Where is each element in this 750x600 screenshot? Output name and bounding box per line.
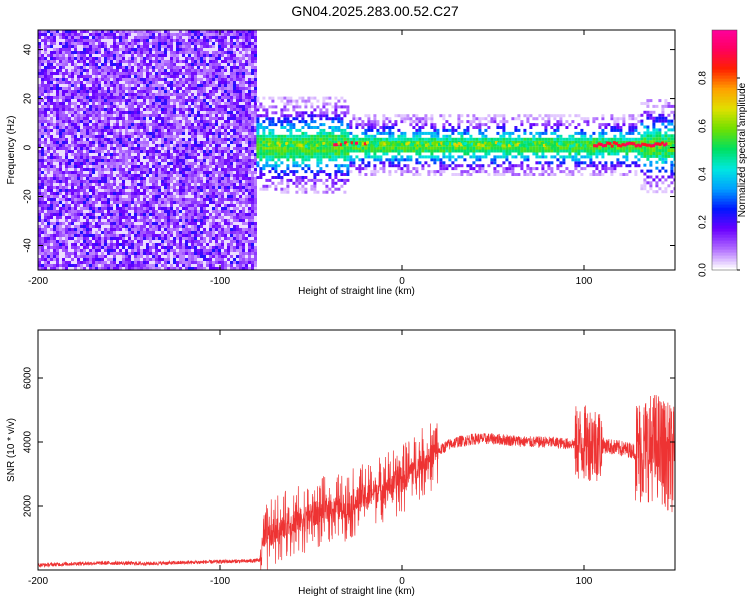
colorbar-tick-label: 0.4 bbox=[698, 167, 709, 181]
colorbar-tick-label: 0.2 bbox=[698, 215, 709, 229]
y-tick-label: 2000 bbox=[23, 494, 34, 517]
colorbar-label: Normalized spectral amplitude bbox=[737, 82, 748, 217]
x-axis-label: Height of straight line (km) bbox=[298, 586, 415, 597]
x-tick-label: 0 bbox=[399, 276, 405, 287]
heatmap-cells bbox=[38, 30, 675, 270]
colorbar-tick-label: 0.0 bbox=[698, 263, 709, 277]
snr-frame bbox=[37, 329, 676, 571]
y-tick-label: 0 bbox=[23, 144, 34, 150]
figure-title: GN04.2025.283.00.52.C27 bbox=[291, 3, 459, 19]
colorbar-frame bbox=[711, 29, 738, 271]
y-tick-label: 20 bbox=[23, 93, 34, 105]
y-tick-label: 6000 bbox=[23, 366, 34, 389]
y-tick-label: -40 bbox=[23, 238, 34, 253]
heatmap-frame bbox=[37, 29, 676, 271]
snr-series-line bbox=[38, 395, 675, 570]
x-tick-label: 0 bbox=[399, 576, 405, 587]
y-axis-label: SNR (10 * v/v) bbox=[6, 418, 17, 482]
colorbar-tick-label: 0.6 bbox=[698, 119, 709, 133]
x-tick-label: 100 bbox=[576, 576, 593, 587]
x-tick-label: 100 bbox=[576, 276, 593, 287]
x-tick-label: -200 bbox=[28, 576, 48, 587]
x-tick-label: -200 bbox=[28, 276, 48, 287]
snr-panel: -200 -100 0 100 2000 4000 6000 Height of straig… bbox=[6, 329, 676, 597]
y-tick-label: -20 bbox=[23, 189, 34, 204]
x-axis-label: Height of straight line (km) bbox=[298, 286, 415, 297]
x-tick-label: -100 bbox=[210, 576, 230, 587]
y-tick-label: 40 bbox=[23, 44, 34, 56]
colorbar: 0.0 0.2 0.4 0.6 0.8 Normalized spectral ampli… bbox=[698, 29, 748, 277]
colorbar-tick-label: 0.8 bbox=[698, 71, 709, 85]
x-tick-label: -100 bbox=[210, 276, 230, 287]
y-axis-label: Frequency (Hz) bbox=[6, 116, 17, 185]
y-tick-label: 4000 bbox=[23, 430, 34, 453]
